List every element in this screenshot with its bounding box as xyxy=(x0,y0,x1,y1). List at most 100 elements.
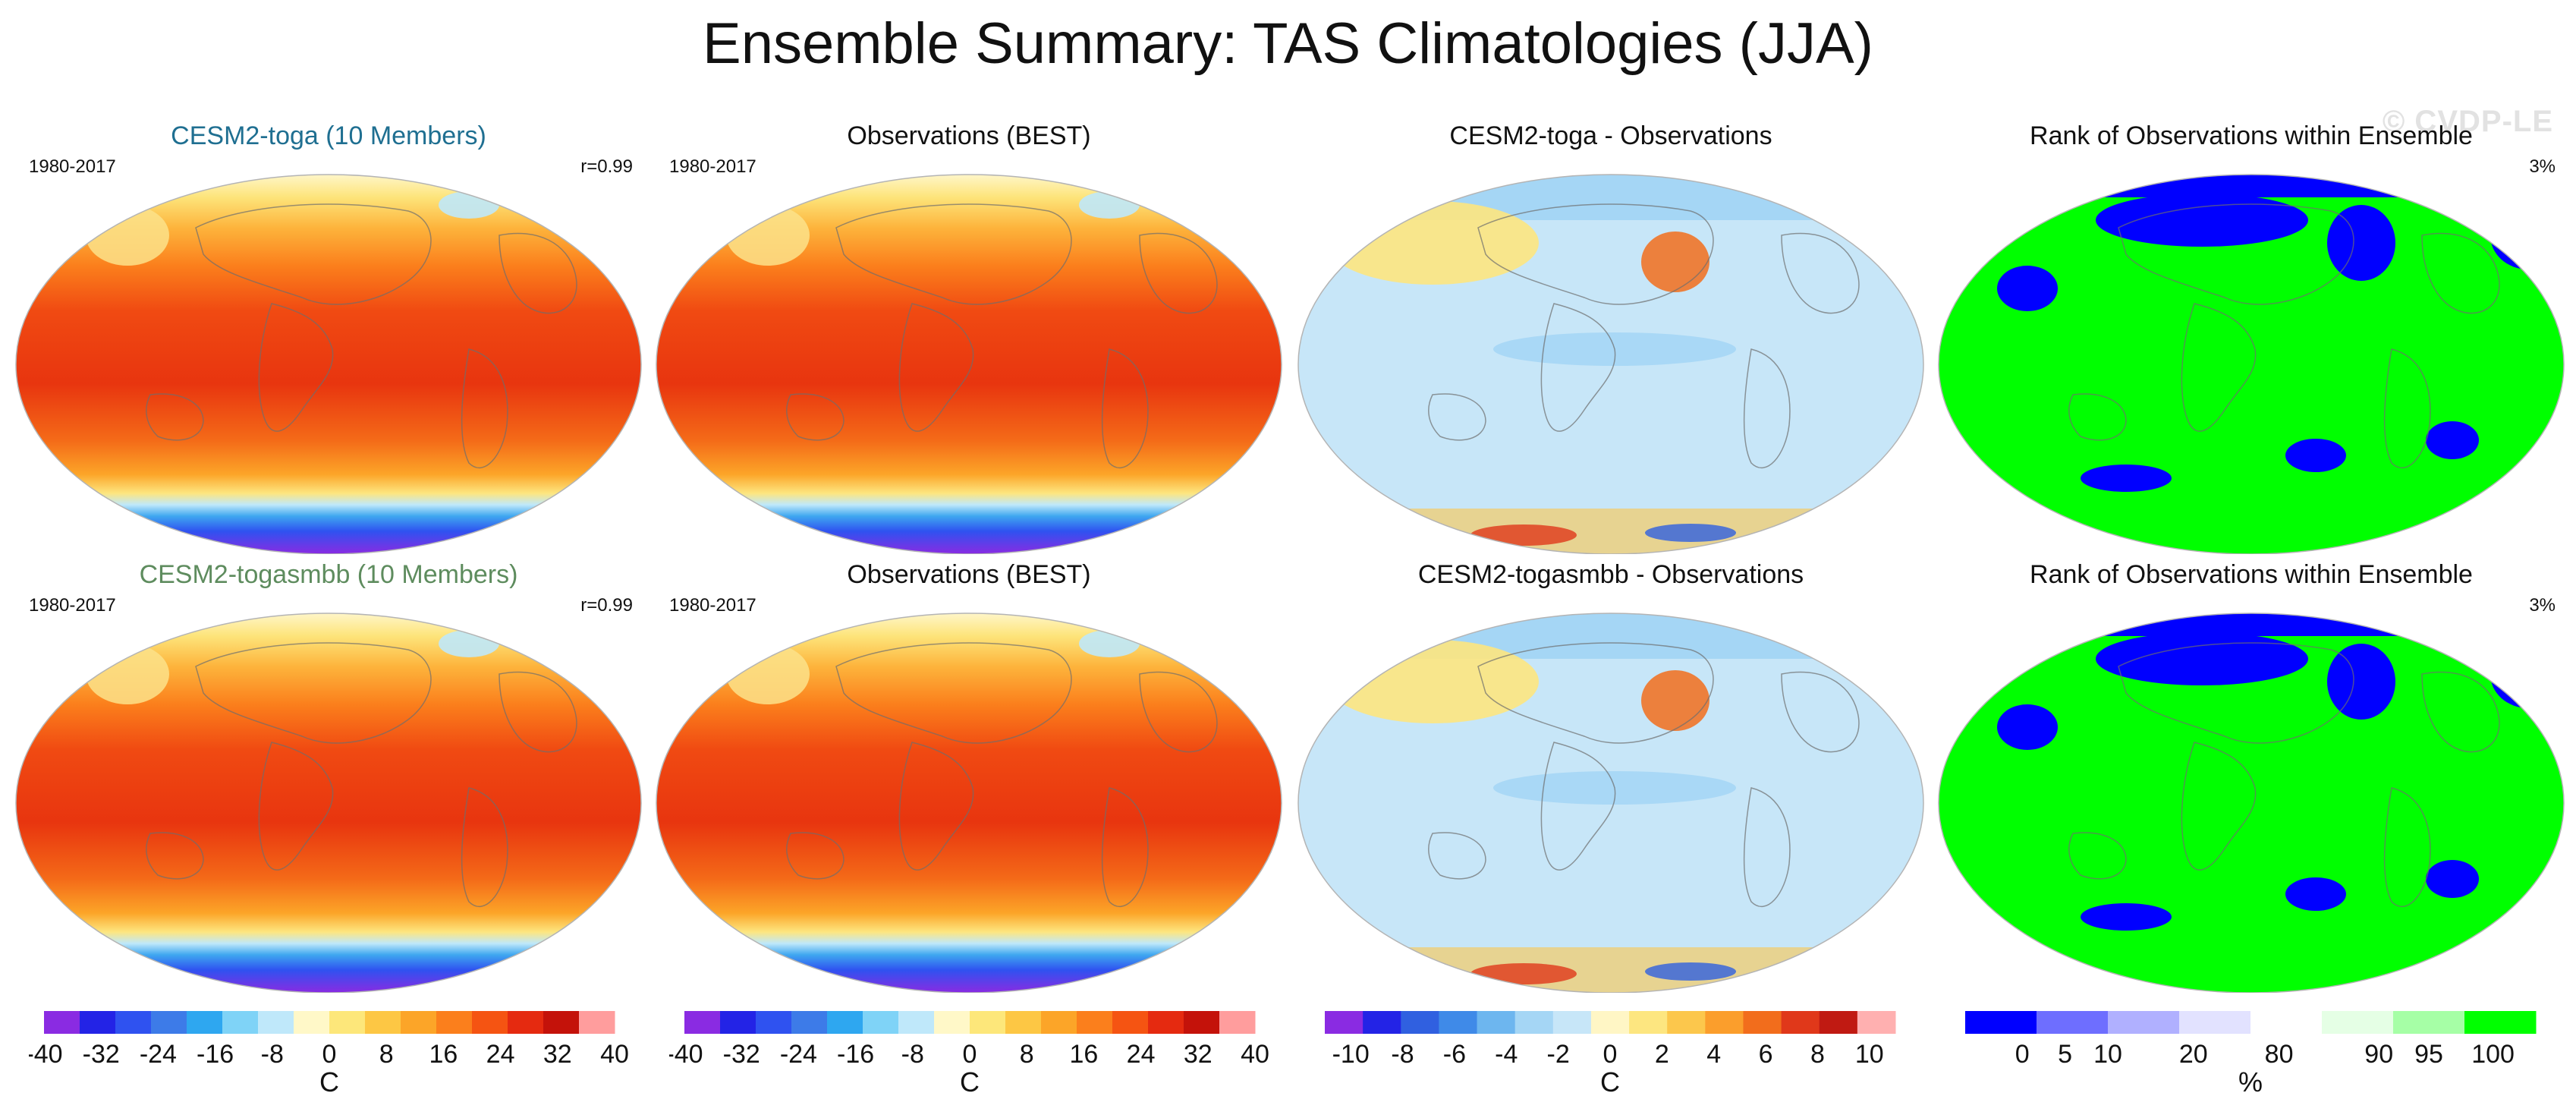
colorbar-ticks: 0 5 10 20 80 90 95 100 xyxy=(2015,1040,2515,1069)
colorbar-tick-label: 0 xyxy=(2015,1040,2030,1069)
coastline xyxy=(786,832,845,880)
rank-blue-region xyxy=(2327,644,2395,720)
map-svg xyxy=(1938,613,2565,993)
warm-anomaly xyxy=(1470,524,1577,546)
colorbar-swatch xyxy=(2322,1011,2394,1034)
colorbar-tick-label: -16 xyxy=(837,1040,874,1069)
colorbar-swatch xyxy=(756,1011,792,1034)
greenland-cold xyxy=(1079,630,1140,657)
colorbar-swatch xyxy=(436,1011,473,1034)
colorbar-swatch xyxy=(1590,1011,1630,1034)
colorbar-tick-label: 0 xyxy=(963,1040,977,1069)
globe-outline xyxy=(1297,174,1924,554)
map-field xyxy=(1939,613,2564,993)
coastline xyxy=(2383,348,2431,468)
colorbar-swatch xyxy=(1705,1011,1744,1034)
colorbar-swatch xyxy=(294,1011,330,1034)
coastline xyxy=(1781,232,1860,314)
rank-blue-region xyxy=(2096,194,2308,247)
panel-stat: 3% xyxy=(2529,595,2556,616)
map-svg xyxy=(15,613,642,993)
greenland-cold xyxy=(439,630,499,657)
coastline xyxy=(1477,642,1714,744)
map-svg xyxy=(1297,174,1924,554)
panel-stat: r=0.99 xyxy=(580,595,633,616)
coastline xyxy=(258,742,334,871)
panel-title: CESM2-toga - Observations xyxy=(1449,121,1772,150)
colorbar-tick-label: 8 xyxy=(1020,1040,1034,1069)
southern-band xyxy=(1298,509,1923,554)
warm-anomaly xyxy=(1470,963,1577,984)
colorbar-tick-label: -40 xyxy=(29,1040,63,1069)
coastline xyxy=(2421,671,2500,753)
coastline xyxy=(499,671,577,753)
colorbar-swatch xyxy=(1077,1011,1113,1034)
panel-title: CESM2-toga (10 Members) xyxy=(171,121,486,150)
panel-title: Rank of Observations within Ensemble xyxy=(2030,121,2473,150)
map-field xyxy=(1298,613,1923,993)
colorbar-swatch xyxy=(2250,1011,2323,1034)
colorbar-tick-label: 24 xyxy=(1127,1040,1156,1069)
map-svg xyxy=(1297,613,1924,993)
map-field xyxy=(656,613,1282,993)
colorbar-tick-label: 80 xyxy=(2265,1040,2294,1069)
rank-blue-region xyxy=(2426,860,2479,898)
coastline xyxy=(195,203,432,305)
panel-title: Observations (BEST) xyxy=(847,121,1091,150)
colorbar-swatch xyxy=(329,1011,366,1034)
colorbar-ticks: -10 -8 -6 -4 -2 0 2 4 6 8 10 xyxy=(1332,1040,1884,1069)
coastline xyxy=(898,742,974,871)
colorbar-tick-label: 8 xyxy=(1810,1040,1825,1069)
warm-anomaly xyxy=(1641,670,1709,731)
coastline xyxy=(1139,232,1218,314)
coastline xyxy=(2118,203,2354,305)
colorbar-swatch xyxy=(1401,1011,1439,1034)
colorbar-tick-label: 10 xyxy=(1855,1040,1884,1069)
map-svg xyxy=(15,174,642,554)
colorbar-tick-label: 32 xyxy=(543,1040,572,1069)
colorbar: -10 -8 -6 -4 -2 0 2 4 6 8 10 C xyxy=(1325,1011,1896,1095)
colorbar-swatch xyxy=(1514,1011,1554,1034)
colorbar-tick-label: -4 xyxy=(1495,1040,1518,1069)
coastline xyxy=(461,787,508,907)
colorbar-tick-label: 16 xyxy=(429,1040,458,1069)
panel-years: 1980-2017 xyxy=(29,595,116,616)
colorbar-swatch xyxy=(44,1011,80,1034)
map-panel: CESM2-togasmbb - Observations xyxy=(1296,560,1926,993)
colorbar-swatch xyxy=(898,1011,935,1034)
coastline xyxy=(499,232,577,314)
colorbar-tick-label: 100 xyxy=(2471,1040,2515,1069)
rank-blue-region xyxy=(1939,175,2564,197)
coastline xyxy=(2068,393,2127,441)
colorbar: -40 -32 -24 -16 -8 0 8 16 24 32 40 C xyxy=(669,1011,1269,1095)
colorbar-swatch xyxy=(1439,1011,1478,1034)
colorbar-tick-label: -24 xyxy=(780,1040,817,1069)
panel-stat: 3% xyxy=(2529,156,2556,177)
rank-blue-region xyxy=(1997,266,2058,311)
coastline xyxy=(1477,203,1714,305)
globe-outline xyxy=(15,613,642,993)
map-panel: CESM2-toga - Observations xyxy=(1296,121,1926,554)
colorbar-swatch xyxy=(684,1011,721,1034)
colorbar-swatch xyxy=(1325,1011,1363,1034)
colorbar-swatch xyxy=(2179,1011,2251,1034)
map-svg xyxy=(656,613,1282,993)
coastline xyxy=(1139,671,1218,753)
colorbar-ticks: -40 -32 -24 -16 -8 0 8 16 24 32 40 xyxy=(29,1040,629,1069)
rank-blue-region xyxy=(1939,613,2564,636)
panel-title: CESM2-togasmbb - Observations xyxy=(1417,560,1804,589)
globe-outline xyxy=(1938,174,2565,554)
colorbar-ticks: -40 -32 -24 -16 -8 0 8 16 24 32 40 xyxy=(669,1040,1269,1069)
map-field xyxy=(16,613,641,993)
coastline xyxy=(258,303,334,432)
colorbar-swatch xyxy=(1667,1011,1706,1034)
colorbar-tick-label: -32 xyxy=(83,1040,120,1069)
colorbar-tick-label: 6 xyxy=(1759,1040,1773,1069)
coastline xyxy=(2068,832,2127,880)
map-panel: Rank of Observations within Ensemble 3% xyxy=(1936,560,2566,993)
panel-years: 1980-2017 xyxy=(669,156,756,177)
colorbar: -40 -32 -24 -16 -8 0 8 16 24 32 40 C xyxy=(29,1011,629,1095)
coastline xyxy=(1101,787,1149,907)
map-svg xyxy=(1938,174,2565,554)
colorbar-swatch xyxy=(1477,1011,1516,1034)
